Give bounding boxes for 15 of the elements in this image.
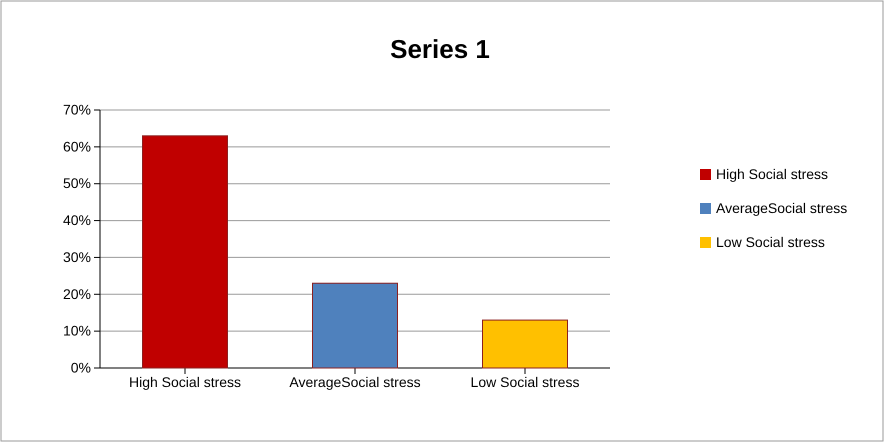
y-tick-label: 40% (62, 212, 91, 228)
legend-label: AverageSocial stress (716, 200, 848, 216)
x-tick-label: Low Social stress (470, 374, 580, 390)
y-tick-label: 20% (62, 286, 91, 302)
y-tick-label: 60% (62, 138, 91, 154)
chart-title: Series 1 (390, 34, 490, 64)
y-tick-label: 70% (62, 101, 91, 118)
y-tick-label: 10% (62, 322, 91, 339)
legend-label: Low Social stress (716, 234, 825, 250)
y-tick-label: 0% (70, 359, 91, 376)
legend-label: High Social stress (716, 166, 828, 182)
x-tick-label: High Social stress (128, 374, 242, 390)
x-tick-label: AverageSocial stress (289, 374, 421, 390)
y-tick-label: 50% (62, 175, 91, 192)
y-tick-label: 30% (62, 248, 91, 265)
